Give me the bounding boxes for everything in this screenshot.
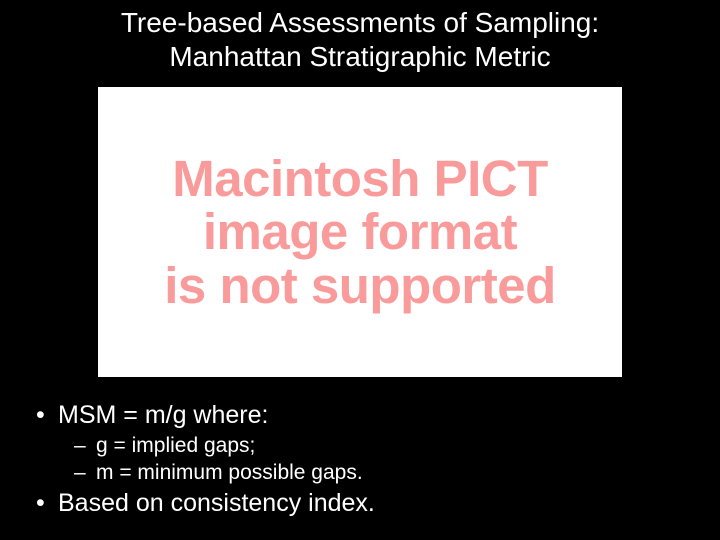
title-line-1: Tree-based Assessments of Sampling: [0,6,720,40]
title-line-2: Manhattan Stratigraphic Metric [0,40,720,74]
sub-bullet-item: m = minimum possible gaps. [58,460,692,486]
bullet-text: Based on consistency index. [58,489,375,517]
pict-line-3: is not supported [164,259,555,313]
sub-bullet-text: g = implied gaps; [96,434,255,457]
content-block: MSM = m/g where: g = implied gaps; m = m… [32,400,692,521]
slide-title-block: Tree-based Assessments of Sampling: Manh… [0,6,720,73]
pict-placeholder: Macintosh PICT image format is not suppo… [98,87,622,377]
bullet-list: MSM = m/g where: g = implied gaps; m = m… [32,400,692,519]
bullet-item: MSM = m/g where: g = implied gaps; m = m… [32,400,692,486]
bullet-text: MSM = m/g where: [58,401,268,429]
sub-bullet-item: g = implied gaps; [58,433,692,459]
sub-bullet-text: m = minimum possible gaps. [96,461,363,484]
sub-bullet-list: g = implied gaps; m = minimum possible g… [58,433,692,486]
bullet-item: Based on consistency index. [32,488,692,519]
pict-line-1: Macintosh PICT [172,152,548,206]
pict-line-2: image format [203,205,517,259]
slide: Tree-based Assessments of Sampling: Manh… [0,0,720,540]
